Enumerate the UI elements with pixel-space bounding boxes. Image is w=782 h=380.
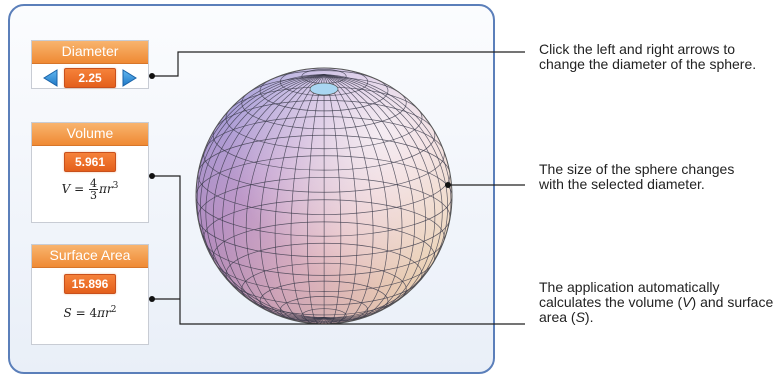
diameter-value: 2.25 [64, 68, 116, 88]
diameter-header: Diameter [32, 41, 148, 64]
sphere-visual [195, 67, 453, 325]
callout-size: The size of the sphere changes with the … [539, 161, 735, 192]
volume-value: 5.961 [64, 152, 116, 172]
volume-header: Volume [32, 123, 148, 146]
right-arrow-icon[interactable] [122, 69, 137, 87]
callout-calc: The application automatically calculates… [539, 279, 774, 325]
volume-panel: Volume 5.961 V = 4 3 πr3 [31, 122, 149, 223]
surface-area-value: 15.896 [64, 274, 116, 294]
surface-area-panel: Surface Area 15.896 S = 4πr2 [31, 244, 149, 345]
surface-area-header: Surface Area [32, 245, 148, 268]
left-arrow-icon[interactable] [43, 69, 58, 87]
callout-arrows: Click the left and right arrows to chang… [539, 41, 757, 72]
sphere-pole [309, 82, 339, 96]
volume-formula: V = 4 3 πr3 [61, 177, 119, 202]
surface-area-formula: S = 4πr2 [63, 305, 117, 320]
diameter-panel: Diameter 2.25 [31, 40, 149, 89]
